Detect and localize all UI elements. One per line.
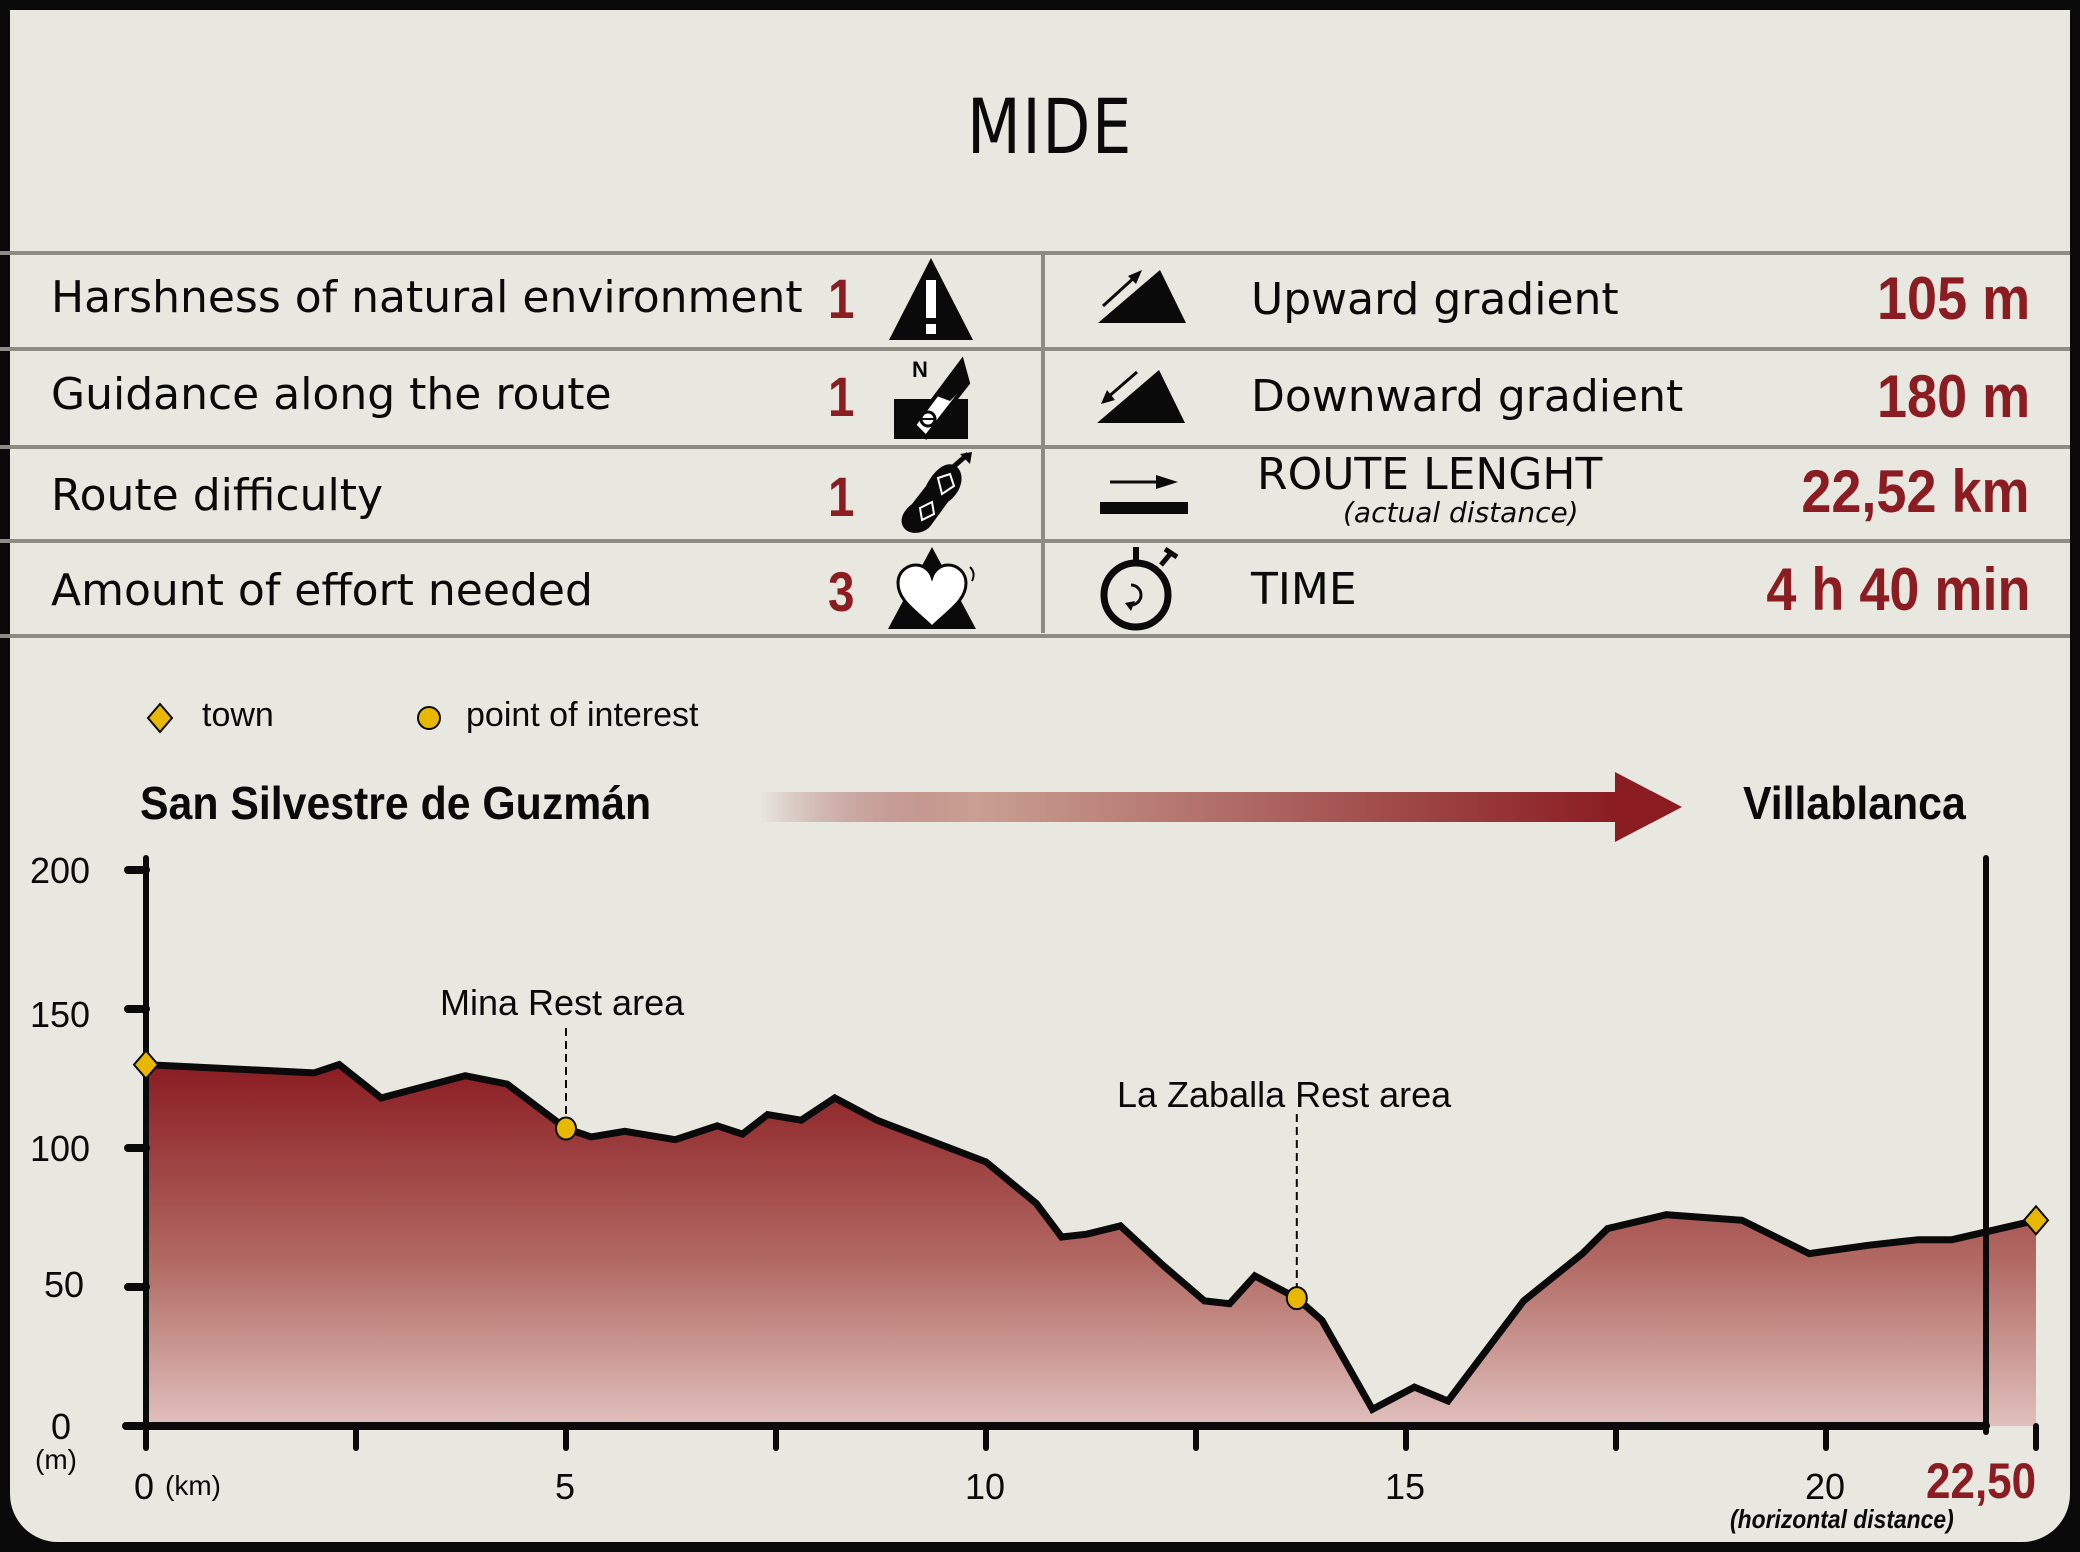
row-value: 1 <box>828 267 855 330</box>
distance-arrow-icon <box>1100 475 1188 514</box>
divider <box>0 347 2070 351</box>
x-tick-20: 20 <box>1805 1466 1846 1507</box>
row-value: 180 m <box>1876 363 2030 430</box>
y-tick-150: 150 <box>30 994 91 1035</box>
poi-label-la-zaballa: La Zaballa Rest area <box>1117 1074 1452 1115</box>
row-value: 105 m <box>1876 265 2030 332</box>
x-tick-15: 15 <box>1385 1466 1426 1507</box>
stopwatch-icon <box>1100 546 1179 631</box>
divider <box>0 634 2070 638</box>
divider <box>0 251 2070 255</box>
poi-marker <box>1285 1286 1308 1311</box>
route-end-label: Villablanca <box>1743 777 1966 829</box>
elevation-line <box>145 1060 2037 1414</box>
divider <box>0 539 2070 543</box>
x-tick-10: 10 <box>965 1466 1006 1507</box>
column-divider <box>1041 253 1045 633</box>
legend-town-label: town <box>202 696 274 734</box>
poi-label-mina: Mina Rest area <box>440 982 685 1023</box>
row-value: 1 <box>828 465 855 528</box>
town-marker-icon <box>146 702 174 734</box>
row-sublabel: (actual distance) <box>1343 496 1579 529</box>
divider <box>0 445 2070 449</box>
row-label: Harshness of natural environment <box>51 272 803 323</box>
x-axis-note: (horizontal distance) <box>1730 1504 1954 1534</box>
poi-marker-icon <box>417 706 441 730</box>
page-title: MIDE <box>966 82 1134 171</box>
legend-poi-label: point of interest <box>466 696 699 734</box>
row-label: Amount of effort needed <box>51 565 593 616</box>
row-label: ROUTE LENGHT <box>1257 449 1603 500</box>
town-marker <box>2022 1204 2050 1236</box>
direction-arrow-icon <box>760 772 1682 842</box>
row-label: Upward gradient <box>1251 274 1619 325</box>
row-label: Route difficulty <box>51 470 383 521</box>
row-value: 1 <box>828 365 855 428</box>
y-tick-50: 50 <box>44 1264 85 1305</box>
heart-mountain-icon <box>888 547 976 630</box>
row-label: Guidance along the route <box>51 369 612 420</box>
y-tick-0: 0 <box>51 1406 72 1447</box>
elevation-area <box>146 1064 2036 1426</box>
row-label: Downward gradient <box>1251 371 1684 422</box>
y-tick-100: 100 <box>30 1128 91 1169</box>
y-axis-unit: (m) <box>35 1444 77 1475</box>
x-end-label: 22,50 <box>1926 1453 2037 1509</box>
row-value: 3 <box>828 560 855 623</box>
uphill-icon <box>1098 270 1186 323</box>
row-label: TIME <box>1251 564 1357 615</box>
poi-marker <box>555 1116 577 1141</box>
downhill-icon <box>1097 370 1185 423</box>
mountain-warning-icon <box>889 258 973 340</box>
row-value: 4 h 40 min <box>1765 556 2030 623</box>
x-tick-5: 5 <box>555 1466 576 1507</box>
x-tick-0: 0 <box>134 1466 155 1507</box>
town-marker <box>132 1049 160 1081</box>
footprint-icon <box>901 452 972 533</box>
row-value: 22,52 km <box>1801 458 2030 525</box>
x-axis-unit: (km) <box>165 1470 221 1501</box>
compass-north-icon: N <box>894 356 971 441</box>
svg-text:N: N <box>912 357 928 382</box>
y-tick-200: 200 <box>30 850 91 891</box>
route-start-label: San Silvestre de Guzmán <box>140 777 652 829</box>
